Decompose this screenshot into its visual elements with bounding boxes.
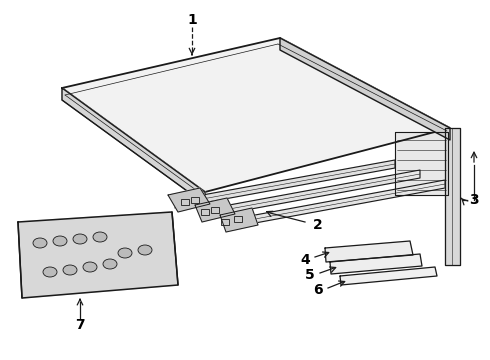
Bar — [181, 199, 189, 205]
Text: 6: 6 — [313, 283, 323, 297]
Ellipse shape — [93, 232, 107, 242]
Bar — [211, 207, 219, 213]
Polygon shape — [62, 38, 450, 192]
Text: 2: 2 — [313, 218, 323, 232]
Polygon shape — [18, 212, 178, 298]
Polygon shape — [175, 160, 395, 208]
Polygon shape — [195, 198, 235, 222]
Bar — [191, 197, 199, 203]
Polygon shape — [280, 38, 450, 140]
Text: 5: 5 — [305, 268, 315, 282]
Text: 7: 7 — [75, 318, 85, 332]
Bar — [234, 216, 242, 222]
Polygon shape — [228, 180, 445, 228]
Bar — [221, 219, 229, 225]
Text: 3: 3 — [469, 193, 479, 207]
Ellipse shape — [138, 245, 152, 255]
Polygon shape — [445, 128, 460, 265]
Ellipse shape — [118, 248, 132, 258]
Polygon shape — [330, 254, 422, 274]
Polygon shape — [325, 241, 413, 262]
Ellipse shape — [63, 265, 77, 275]
Polygon shape — [395, 132, 448, 195]
Ellipse shape — [53, 236, 67, 246]
Ellipse shape — [103, 259, 117, 269]
Polygon shape — [202, 170, 420, 218]
Text: 4: 4 — [300, 253, 310, 267]
Ellipse shape — [43, 267, 57, 277]
Bar — [201, 209, 209, 215]
Ellipse shape — [83, 262, 97, 272]
Ellipse shape — [33, 238, 47, 248]
Polygon shape — [168, 188, 210, 212]
Polygon shape — [62, 88, 205, 204]
Text: 1: 1 — [187, 13, 197, 27]
Polygon shape — [220, 208, 258, 232]
Ellipse shape — [73, 234, 87, 244]
Polygon shape — [340, 267, 437, 285]
